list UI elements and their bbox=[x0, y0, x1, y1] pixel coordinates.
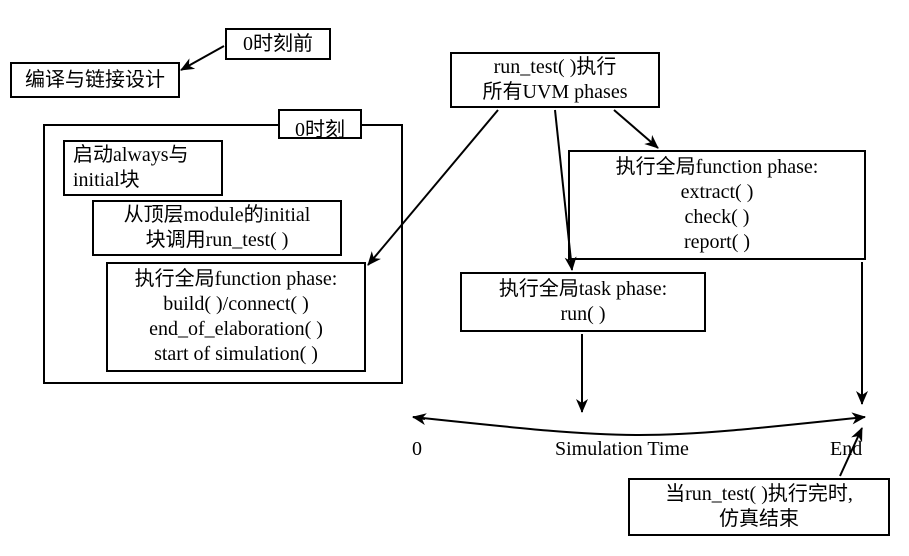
task-run-l2: run( ) bbox=[561, 302, 606, 327]
run-test-exec-l1: run_test( )执行 bbox=[494, 55, 617, 80]
sim-end-box: 当run_test( )执行完时, 仿真结束 bbox=[628, 478, 890, 536]
func-build-l2: build( )/connect( ) bbox=[163, 292, 309, 317]
func-extract-l1: 执行全局function phase: bbox=[616, 155, 819, 180]
time0-container-title: 0时刻 bbox=[278, 109, 362, 139]
sim-end-l2: 仿真结束 bbox=[719, 507, 799, 532]
func-build-l4: start of simulation( ) bbox=[154, 342, 318, 367]
call-run-test-box: 从顶层module的initial 块调用run_test( ) bbox=[92, 200, 342, 256]
func-build-l1: 执行全局function phase: bbox=[135, 267, 338, 292]
call-run-test-l1: 从顶层module的initial bbox=[124, 203, 311, 228]
compile-link-box: 编译与链接设计 bbox=[10, 62, 180, 98]
func-phase-extract-box: 执行全局function phase: extract( ) check( ) … bbox=[568, 150, 866, 260]
start-always-initial-box: 启动always与 initial块 bbox=[63, 140, 223, 196]
start-always-l2: initial块 bbox=[73, 168, 140, 193]
func-extract-l3: check( ) bbox=[685, 205, 750, 230]
call-run-test-l2: 块调用run_test( ) bbox=[146, 228, 289, 253]
func-build-l3: end_of_elaboration( ) bbox=[149, 317, 323, 342]
run-test-exec-box: run_test( )执行 所有UVM phases bbox=[450, 52, 660, 108]
axis-zero-label: 0 bbox=[412, 438, 422, 461]
func-phase-build-box: 执行全局function phase: build( )/connect( ) … bbox=[106, 262, 366, 372]
func-extract-l2: extract( ) bbox=[681, 180, 754, 205]
run-test-exec-l2: 所有UVM phases bbox=[483, 80, 628, 105]
pre-time0-label-box: 0时刻前 bbox=[225, 28, 331, 60]
pre-time0-label: 0时刻前 bbox=[243, 32, 313, 57]
task-run-l1: 执行全局task phase: bbox=[499, 277, 667, 302]
sim-end-l1: 当run_test( )执行完时, bbox=[665, 482, 853, 507]
diagram-canvas: 0时刻前 编译与链接设计 0时刻 启动always与 initial块 从顶层m… bbox=[0, 0, 909, 556]
func-extract-l4: report( ) bbox=[684, 230, 750, 255]
time0-title-text: 0时刻 bbox=[295, 119, 345, 141]
task-phase-run-box: 执行全局task phase: run( ) bbox=[460, 272, 706, 332]
start-always-l1: 启动always与 bbox=[73, 143, 189, 168]
axis-mid-label: Simulation Time bbox=[555, 438, 689, 461]
compile-link-text: 编译与链接设计 bbox=[25, 68, 165, 93]
axis-end-label: End bbox=[830, 438, 862, 461]
